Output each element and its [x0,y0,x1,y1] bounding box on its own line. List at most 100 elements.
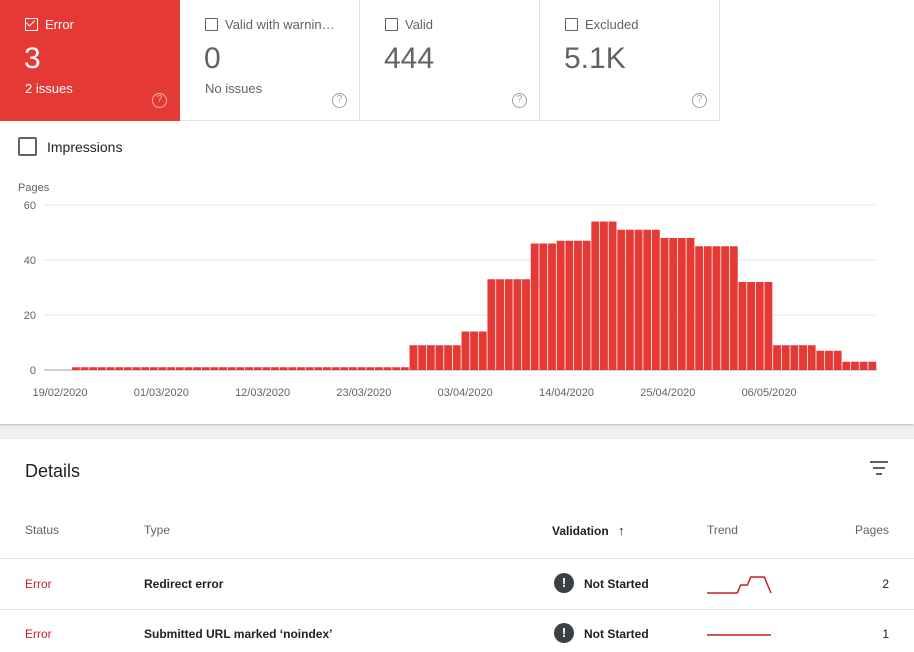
help-icon[interactable]: ? [692,93,707,108]
y-tick-label: 20 [24,310,36,322]
bar [175,367,184,370]
bar [851,361,859,370]
tile-subtitle: 2 issues [25,81,73,96]
column-trend: Trend [707,523,738,537]
bar [167,367,176,370]
bar [868,361,877,370]
column-status[interactable]: Status [25,523,60,537]
bar [89,367,98,370]
tile-excluded[interactable]: Excluded 5.1K ? [540,0,720,121]
row-type: Submitted URL marked ‘noindex’ [144,627,333,641]
trend-line [707,576,772,594]
bar [279,367,288,370]
x-tick-label: 25/04/2020 [640,387,695,399]
bar [288,367,297,370]
table-row[interactable]: Error Submitted URL marked ‘noindex’ ! N… [0,610,914,652]
column-type[interactable]: Type [144,523,171,537]
tile-valid[interactable]: Valid 444 ? [360,0,540,121]
table-row[interactable]: Error Redirect error ! Not Started 2 [0,560,914,610]
column-pages[interactable]: Pages [854,523,889,537]
checkbox-icon[interactable] [385,18,398,31]
sort-ascending-icon[interactable]: ↑ [618,523,625,538]
tile-value: 3 [24,42,41,75]
bar [210,367,219,370]
bar [833,350,842,370]
bar [444,345,453,370]
tile-value: 0 [204,42,221,75]
checkbox-checked-icon[interactable] [25,17,38,31]
bar [825,350,833,370]
bar [123,367,132,370]
bar [496,279,504,370]
status-tiles: Error 3 2 issues ? Valid with warnin… 0 … [0,0,720,121]
x-tick-label: 14/04/2020 [539,387,594,399]
row-pages: 2 [882,577,889,591]
bar [651,229,660,370]
bar [80,367,89,370]
bar [530,243,539,370]
x-tick-label: 03/04/2020 [438,387,493,399]
help-icon[interactable]: ? [332,93,347,108]
bar [539,243,548,370]
checkbox-icon[interactable] [565,18,578,31]
tile-value: 5.1K [564,42,626,75]
bar [115,367,124,370]
bar [149,367,158,370]
bar [426,345,435,370]
row-validation: Not Started [584,577,649,591]
bar [314,367,323,370]
bar [418,345,427,370]
y-axis-label: Pages [18,182,50,194]
bar [452,345,461,370]
bar [409,345,418,370]
bar [348,367,357,370]
bar [400,367,409,370]
bar [297,367,305,370]
bar [71,367,80,370]
bar [513,279,522,370]
bar [106,367,115,370]
bar [695,246,704,370]
bar [600,221,608,370]
tile-valid-with-warnings[interactable]: Valid with warnin… 0 No issues ? [180,0,360,121]
tile-error[interactable]: Error 3 2 issues ? [0,0,180,121]
row-pages: 1 [882,627,889,641]
x-tick-label: 19/02/2020 [32,387,87,399]
bar [565,240,574,370]
impressions-toggle[interactable]: Impressions [18,137,122,156]
tile-label: Valid [405,17,433,32]
bar [305,367,314,370]
bar [478,331,487,370]
bar [357,367,366,370]
table-header: Status Type Validation ↑ Trend Pages [0,523,914,559]
bar [686,238,695,370]
bar [271,367,279,370]
bar [703,246,712,370]
bar [816,350,825,370]
pages-bar-chart: Pages 0 20 40 60 19/02/2020 01/03/2020 12/03/20… [18,182,877,399]
bar [262,367,271,370]
bar [764,282,773,370]
bar [634,229,643,370]
bar [773,345,781,370]
bar [383,367,392,370]
bar [193,367,202,370]
bar [755,282,764,370]
checkbox-icon[interactable] [205,18,218,31]
help-icon[interactable]: ? [512,93,527,108]
bar [323,367,331,370]
bar [504,279,513,370]
tile-label: Error [45,17,74,32]
bar [392,367,401,370]
filter-icon[interactable] [868,461,890,477]
help-icon[interactable]: ? [152,93,167,108]
tile-label: Excluded [585,17,639,32]
bar [487,279,496,370]
column-validation-label: Validation [552,524,609,538]
bar [608,221,617,370]
column-validation[interactable]: Validation ↑ [552,523,625,538]
y-tick-label: 0 [30,365,36,377]
bar [738,282,747,370]
impressions-checkbox[interactable] [18,137,37,156]
impressions-label: Impressions [47,138,123,155]
